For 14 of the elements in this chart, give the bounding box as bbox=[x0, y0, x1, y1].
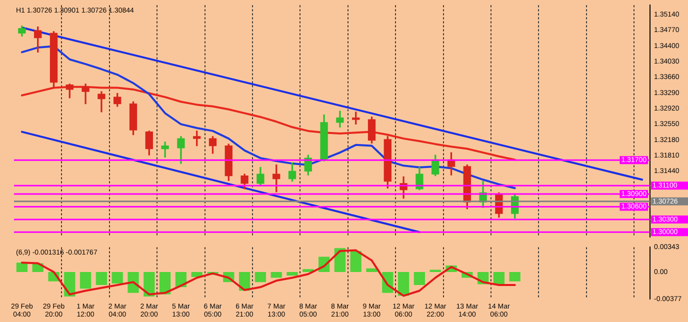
bar bbox=[350, 251, 362, 272]
bar bbox=[334, 248, 346, 272]
bar bbox=[16, 262, 28, 272]
bar bbox=[509, 272, 520, 282]
bar bbox=[414, 272, 426, 285]
bar bbox=[270, 272, 282, 278]
bar bbox=[96, 272, 108, 285]
bar bbox=[112, 272, 123, 284]
bar bbox=[398, 272, 410, 296]
bar bbox=[366, 268, 378, 272]
bar bbox=[80, 272, 92, 289]
bar bbox=[286, 272, 298, 276]
bar bbox=[254, 272, 266, 282]
bar bbox=[159, 272, 171, 294]
